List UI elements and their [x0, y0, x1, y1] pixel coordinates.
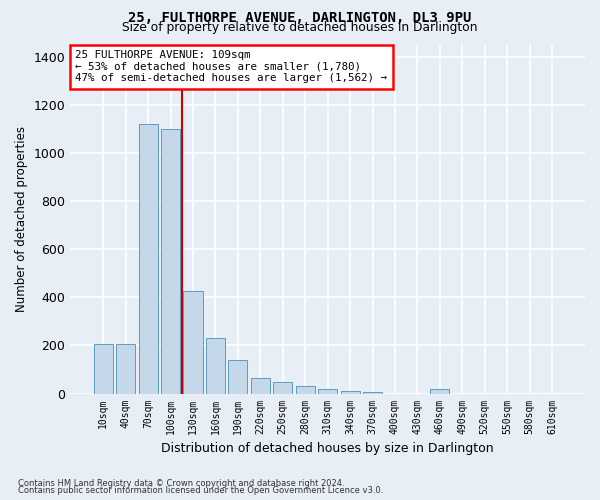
Bar	[184, 292, 203, 394]
Y-axis label: Number of detached properties: Number of detached properties	[15, 126, 28, 312]
Text: Contains public sector information licensed under the Open Government Licence v3: Contains public sector information licen…	[18, 486, 383, 495]
Bar	[430, 388, 449, 394]
Bar	[206, 338, 225, 394]
Text: 25 FULTHORPE AVENUE: 109sqm
← 53% of detached houses are smaller (1,780)
47% of : 25 FULTHORPE AVENUE: 109sqm ← 53% of det…	[76, 50, 388, 84]
Bar	[139, 124, 158, 394]
Text: Contains HM Land Registry data © Crown copyright and database right 2024.: Contains HM Land Registry data © Crown c…	[18, 478, 344, 488]
Bar	[341, 391, 359, 394]
Text: Size of property relative to detached houses in Darlington: Size of property relative to detached ho…	[122, 22, 478, 35]
Bar	[229, 360, 247, 394]
Bar	[161, 129, 180, 394]
Bar	[251, 378, 270, 394]
Bar	[116, 344, 135, 394]
Bar	[273, 382, 292, 394]
Bar	[296, 386, 315, 394]
Bar	[94, 344, 113, 394]
Text: 25, FULTHORPE AVENUE, DARLINGTON, DL3 9PU: 25, FULTHORPE AVENUE, DARLINGTON, DL3 9P…	[128, 11, 472, 25]
Bar	[363, 392, 382, 394]
X-axis label: Distribution of detached houses by size in Darlington: Distribution of detached houses by size …	[161, 442, 494, 455]
Bar	[318, 389, 337, 394]
